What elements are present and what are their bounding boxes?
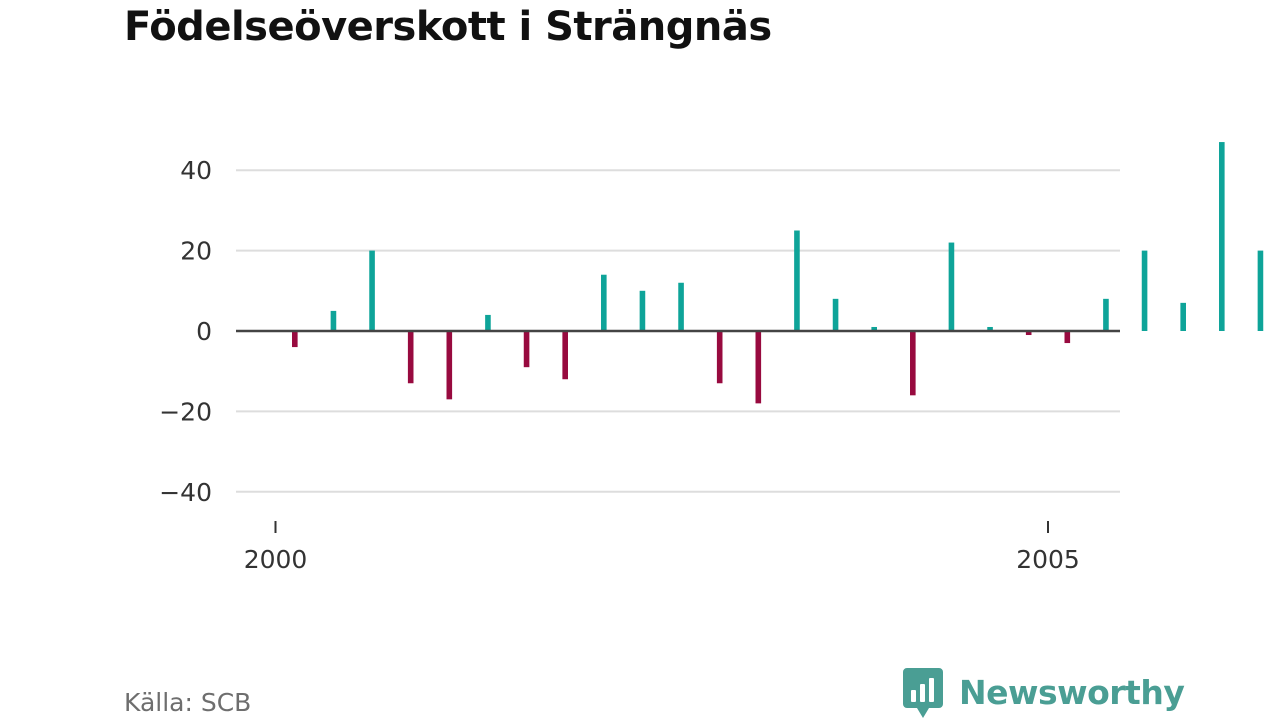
x-tick-label: 2000 — [244, 545, 308, 574]
bar — [1064, 331, 1071, 344]
gridlines — [236, 169, 1120, 493]
chart-title: Födelseöverskott i Strängnäs — [124, 4, 772, 50]
y-axis: 40 20 0 −20 −40 — [159, 156, 212, 507]
bar — [716, 331, 723, 384]
bar — [601, 274, 607, 331]
bar — [1219, 142, 1225, 331]
bar — [871, 326, 877, 331]
bar — [485, 314, 491, 331]
brand-logo[interactable]: Newsworthy — [903, 668, 1185, 718]
y-tick-label: 0 — [196, 317, 212, 346]
x-axis: 200020052010201520202025 — [244, 521, 1080, 574]
bar — [755, 331, 762, 404]
y-tick-label: −40 — [159, 478, 212, 507]
bar — [407, 331, 414, 384]
bar — [1180, 302, 1186, 331]
bar — [678, 282, 684, 331]
bar — [446, 331, 453, 400]
bar — [1257, 250, 1264, 331]
bar — [523, 331, 530, 368]
bar — [948, 242, 955, 331]
bar — [292, 331, 298, 348]
bar — [330, 310, 337, 331]
bar — [639, 290, 646, 331]
y-tick-label: 20 — [180, 237, 212, 266]
x-tick-label: 2005 — [1016, 545, 1080, 574]
source-note: Källa: SCB — [124, 688, 252, 717]
bar — [832, 298, 839, 331]
brand-name: Newsworthy — [959, 673, 1185, 712]
bar — [1025, 331, 1032, 336]
y-tick-label: 40 — [180, 156, 212, 185]
bar — [562, 331, 568, 380]
bar — [1103, 298, 1109, 331]
bar — [794, 230, 800, 331]
bars — [292, 142, 1264, 404]
y-tick-label: −20 — [159, 397, 212, 426]
bar — [369, 250, 375, 331]
bar — [987, 326, 993, 331]
bar — [910, 331, 916, 396]
newsworthy-logo-icon — [903, 668, 943, 718]
bar — [1141, 250, 1148, 331]
